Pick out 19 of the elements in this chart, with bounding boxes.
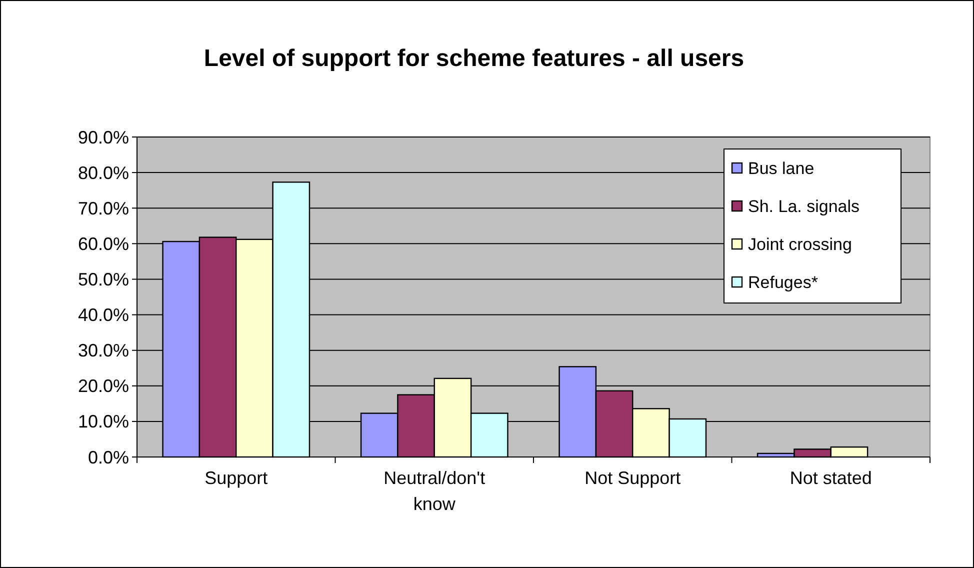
y-tick-label: 90.0% — [78, 127, 129, 148]
y-tick-label: 10.0% — [78, 412, 129, 432]
y-tick-label: 30.0% — [78, 340, 129, 361]
chart-title: Level of support for scheme features - all users — [204, 45, 744, 72]
y-tick-label: 60.0% — [78, 234, 129, 254]
x-tick-label: Support — [204, 468, 268, 488]
y-tick-label: 20.0% — [78, 376, 129, 396]
y-tick-label: 80.0% — [78, 162, 129, 183]
legend-label: Sh. La. signals — [748, 196, 860, 216]
y-tick-label: 50.0% — [78, 270, 129, 290]
x-tick-label: Not Support — [584, 468, 681, 488]
y-tick-label: 40.0% — [78, 305, 129, 326]
x-tick-label: Not stated — [790, 468, 872, 488]
y-tick-label: 70.0% — [78, 198, 129, 218]
legend-label: Bus lane — [748, 158, 814, 178]
y-tick-label: 0.0% — [88, 447, 129, 468]
legend-label: Joint crossing — [748, 234, 852, 254]
legend-label: Refuges* — [748, 272, 818, 292]
x-tick-label: Neutral/don't know — [384, 468, 486, 514]
